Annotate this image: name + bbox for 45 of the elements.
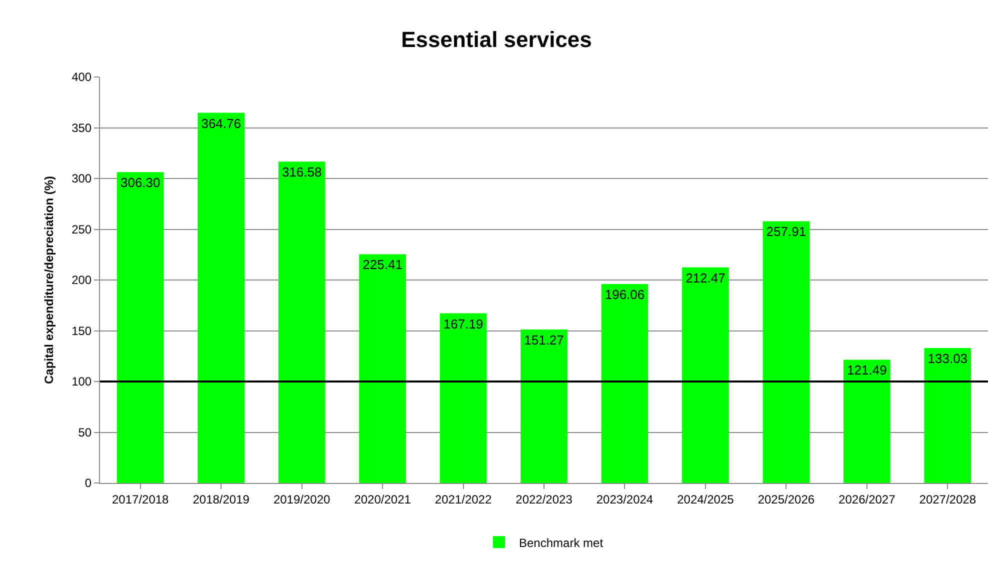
y-tick-label: 350 — [72, 120, 92, 135]
x-tick-label: 2021/2022 — [434, 492, 492, 506]
x-tick-label: 2023/2024 — [596, 492, 654, 506]
text: 167.19 — [443, 316, 484, 332]
x-tick-label: 2022/2023 — [516, 492, 573, 506]
bar — [601, 284, 648, 483]
y-axis-title: Capital expenditure/depreciation (%) — [42, 176, 56, 384]
text: 121.49 — [847, 362, 887, 378]
text: 196.06 — [604, 287, 645, 302]
text: 364.76 — [201, 116, 241, 131]
bar — [520, 329, 568, 483]
x-tick-label: 2018/2019 — [192, 492, 250, 506]
legend-label: Benchmark met — [519, 536, 604, 550]
y-tick-label: 150 — [72, 324, 92, 338]
bar — [924, 348, 972, 483]
x-tick-label: 2027/2028 — [919, 492, 976, 506]
bar — [844, 360, 890, 483]
x-tick-label: 2024/2025 — [677, 492, 734, 506]
y-tick-label: 100 — [72, 374, 92, 389]
text: 151.27 — [524, 332, 564, 348]
y-tick-label: 250 — [72, 222, 92, 236]
text: 257.91 — [766, 224, 806, 240]
text: 212.47 — [686, 270, 726, 286]
y-tick-label: 300 — [72, 172, 92, 186]
x-tick-label: 2026/2027 — [838, 492, 896, 506]
bar — [198, 112, 244, 483]
y-tick-label: 50 — [78, 425, 92, 440]
text: 133.03 — [928, 350, 968, 366]
bar — [116, 172, 164, 483]
x-tick-label: 2019/2020 — [273, 492, 331, 506]
text: 316.58 — [282, 164, 322, 180]
x-tick-label: 2020/2021 — [354, 492, 412, 506]
bar — [278, 162, 326, 483]
bar — [440, 313, 487, 483]
bar — [762, 221, 810, 483]
x-tick-label: 2017/2018 — [112, 492, 170, 506]
text: 306.30 — [120, 175, 160, 190]
chart-title: Essential services — [401, 27, 592, 52]
y-tick-label: 200 — [72, 273, 92, 288]
y-tick-label: 0 — [84, 476, 92, 490]
bar — [359, 254, 406, 483]
x-tick-label: 2025/2026 — [758, 492, 815, 506]
text: 225.41 — [362, 257, 402, 272]
bar — [682, 267, 729, 483]
y-tick-label: 400 — [72, 70, 92, 84]
